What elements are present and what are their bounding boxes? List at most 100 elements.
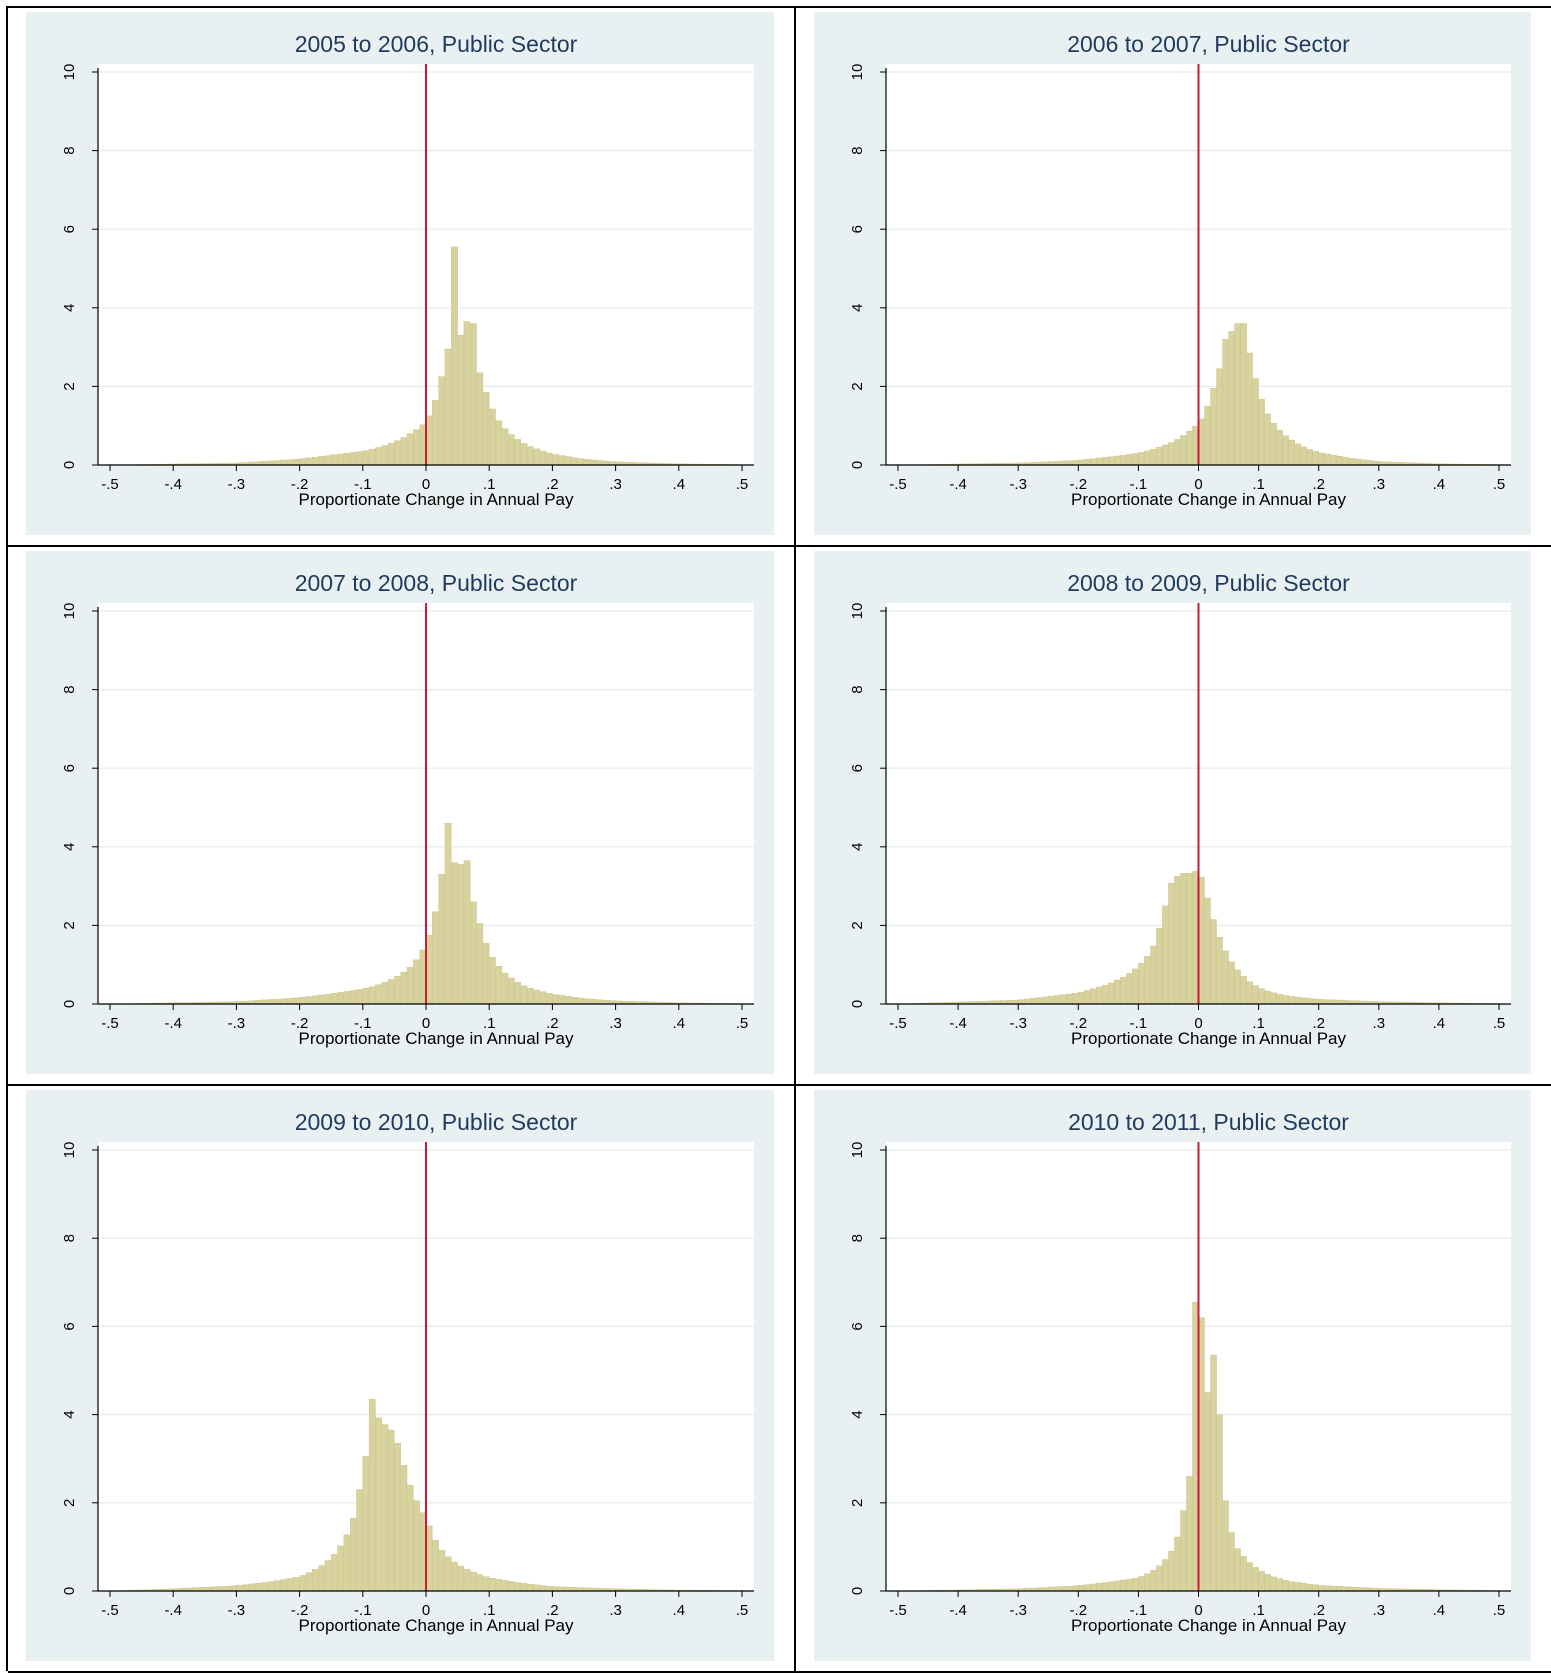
y-tick-label: 2 bbox=[849, 382, 866, 390]
histogram-bar bbox=[407, 967, 413, 1004]
histogram-bar bbox=[565, 996, 571, 1004]
histogram-bar bbox=[363, 988, 369, 1004]
x-tick-label: -.5 bbox=[101, 1602, 119, 1619]
x-tick-label: -.3 bbox=[1009, 476, 1027, 493]
histogram-bar bbox=[451, 247, 457, 465]
histogram-bar bbox=[521, 443, 527, 465]
y-tick-label: 10 bbox=[61, 64, 78, 81]
histogram-bar bbox=[559, 456, 565, 465]
histogram-bar bbox=[597, 1000, 603, 1004]
histogram-bar bbox=[1144, 451, 1150, 465]
histogram-bar bbox=[375, 1418, 381, 1591]
histogram-bar bbox=[407, 1485, 413, 1591]
histogram-bar bbox=[552, 455, 558, 465]
histogram-bar bbox=[1349, 1587, 1355, 1591]
histogram-bar bbox=[224, 1586, 230, 1591]
y-tick-label: 2 bbox=[849, 1499, 866, 1507]
histogram-bar bbox=[508, 1581, 514, 1591]
histogram-bar bbox=[1174, 1537, 1180, 1591]
histogram-bar bbox=[325, 1561, 331, 1591]
histogram-bar bbox=[338, 454, 344, 465]
histogram-bar bbox=[382, 982, 388, 1004]
histogram-bar bbox=[211, 1587, 217, 1591]
histogram-bar bbox=[274, 999, 280, 1004]
histogram-bar bbox=[1319, 1585, 1325, 1591]
histogram-bar bbox=[1018, 1000, 1024, 1004]
histogram-bar bbox=[432, 1540, 438, 1591]
histogram-bar bbox=[439, 1550, 445, 1591]
histogram-bar bbox=[496, 421, 502, 465]
histogram-bar bbox=[1042, 997, 1048, 1004]
histogram-bar bbox=[1090, 989, 1096, 1004]
histogram-bar bbox=[1066, 994, 1072, 1004]
histogram-bar bbox=[325, 994, 331, 1004]
histogram-bar bbox=[458, 1566, 464, 1591]
histogram-bar bbox=[1114, 980, 1120, 1004]
x-tick-label: .3 bbox=[1373, 1602, 1386, 1619]
y-tick-label: 6 bbox=[849, 1322, 866, 1330]
histogram-bar bbox=[464, 861, 470, 1004]
histogram-bar bbox=[1247, 982, 1253, 1004]
x-tick-label: -.5 bbox=[101, 1015, 119, 1032]
histogram-bar bbox=[559, 1587, 565, 1591]
histogram-bar bbox=[1229, 962, 1235, 1004]
histogram-bar bbox=[293, 459, 299, 465]
y-tick-label: 0 bbox=[61, 1587, 78, 1595]
histogram-bar bbox=[268, 461, 274, 465]
histogram-bar bbox=[407, 434, 413, 465]
y-tick-label: 4 bbox=[61, 1410, 78, 1418]
histogram-bar bbox=[590, 460, 596, 465]
x-tick-label: -.5 bbox=[101, 476, 119, 493]
histogram-bar bbox=[401, 972, 407, 1004]
histogram-bar bbox=[502, 429, 508, 465]
histogram-bar bbox=[1090, 459, 1096, 465]
histogram-bar bbox=[1325, 1000, 1331, 1004]
histogram-bar bbox=[1186, 1476, 1192, 1591]
histogram-bar bbox=[1325, 454, 1331, 465]
histogram-bar bbox=[1253, 1567, 1259, 1591]
y-tick-label: 4 bbox=[849, 1410, 866, 1418]
x-tick-label: .5 bbox=[736, 1015, 749, 1032]
y-tick-label: 2 bbox=[61, 1499, 78, 1507]
histogram-bar bbox=[1102, 1583, 1108, 1591]
x-tick-label: -.3 bbox=[228, 1015, 246, 1032]
histogram-bar bbox=[312, 996, 318, 1004]
histogram-bar bbox=[1090, 1584, 1096, 1591]
x-tick-label: -.5 bbox=[889, 1015, 907, 1032]
x-tick-label: .5 bbox=[1493, 1015, 1506, 1032]
histogram-bar bbox=[281, 999, 287, 1004]
x-axis-label: Proportionate Change in Annual Pay bbox=[1071, 1616, 1347, 1635]
histogram-bar bbox=[1060, 995, 1066, 1004]
histogram-bar bbox=[1241, 1556, 1247, 1591]
histogram-bar bbox=[584, 999, 590, 1004]
histogram-bar bbox=[1217, 369, 1223, 465]
histogram-bar bbox=[1253, 986, 1259, 1004]
histogram-bar bbox=[1150, 449, 1156, 465]
y-tick-label: 2 bbox=[61, 921, 78, 929]
x-tick-label: .5 bbox=[1493, 476, 1506, 493]
histogram-bar bbox=[1168, 443, 1174, 465]
y-tick-label: 4 bbox=[61, 843, 78, 851]
y-tick-label: 6 bbox=[849, 225, 866, 233]
histogram-bar bbox=[338, 1546, 344, 1591]
histogram-bar bbox=[489, 957, 495, 1004]
x-tick-label: -.4 bbox=[949, 1602, 967, 1619]
histogram-bar bbox=[1126, 454, 1132, 465]
histogram-bar bbox=[571, 458, 577, 465]
x-tick-label: .3 bbox=[609, 1015, 622, 1032]
histogram-bar bbox=[1096, 1583, 1102, 1591]
histogram-bar bbox=[306, 1573, 312, 1591]
histogram-bar bbox=[1054, 1587, 1060, 1591]
histogram-bar bbox=[540, 992, 546, 1004]
histogram-bar bbox=[1253, 379, 1259, 465]
histogram-bar bbox=[331, 993, 337, 1004]
histogram-bar bbox=[527, 1584, 533, 1591]
histogram-bar bbox=[432, 400, 438, 465]
histogram-bar bbox=[1235, 1549, 1241, 1591]
histogram-bar bbox=[508, 435, 514, 465]
histogram-bar bbox=[464, 322, 470, 465]
